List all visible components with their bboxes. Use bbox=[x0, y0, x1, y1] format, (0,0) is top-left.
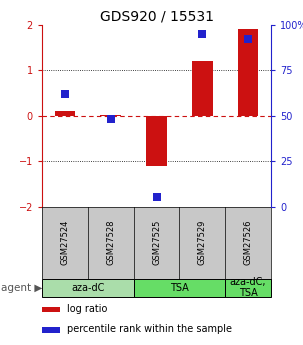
Text: GSM27524: GSM27524 bbox=[60, 220, 69, 265]
Text: percentile rank within the sample: percentile rank within the sample bbox=[67, 324, 232, 334]
Bar bbox=[42, 307, 60, 312]
Text: aza-dC,
TSA: aza-dC, TSA bbox=[230, 277, 266, 298]
Bar bbox=[100, 115, 121, 116]
Text: log ratio: log ratio bbox=[67, 304, 108, 314]
Text: GSM27525: GSM27525 bbox=[152, 220, 161, 265]
Bar bbox=[42, 327, 60, 333]
Title: GDS920 / 15531: GDS920 / 15531 bbox=[99, 9, 214, 23]
Text: GSM27529: GSM27529 bbox=[198, 220, 207, 265]
Bar bbox=[225, 278, 271, 297]
Point bbox=[108, 116, 113, 122]
Bar bbox=[238, 29, 258, 116]
Bar bbox=[192, 61, 213, 116]
Bar bbox=[146, 116, 167, 166]
Text: GSM27526: GSM27526 bbox=[244, 220, 253, 265]
Point bbox=[246, 36, 251, 42]
Bar bbox=[42, 278, 134, 297]
Text: agent ▶: agent ▶ bbox=[1, 283, 42, 293]
Text: aza-dC: aza-dC bbox=[71, 283, 105, 293]
Text: TSA: TSA bbox=[170, 283, 189, 293]
Text: GSM27528: GSM27528 bbox=[106, 220, 115, 265]
Point bbox=[62, 91, 67, 97]
Bar bbox=[55, 111, 75, 116]
Point bbox=[200, 31, 205, 37]
Point bbox=[154, 195, 159, 200]
Bar bbox=[134, 278, 225, 297]
